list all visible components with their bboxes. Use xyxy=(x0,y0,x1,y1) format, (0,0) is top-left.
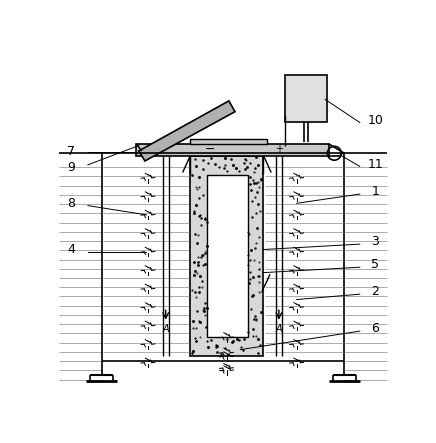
Polygon shape xyxy=(191,140,267,144)
Text: A: A xyxy=(162,324,169,334)
Polygon shape xyxy=(207,175,248,337)
Polygon shape xyxy=(285,75,327,122)
Text: 4: 4 xyxy=(67,243,75,256)
Text: 11: 11 xyxy=(367,158,383,171)
Text: −: − xyxy=(204,143,215,156)
Polygon shape xyxy=(139,101,235,161)
Text: 2: 2 xyxy=(371,285,379,298)
Polygon shape xyxy=(191,155,263,356)
Text: 9: 9 xyxy=(67,161,75,174)
Text: 8: 8 xyxy=(67,197,75,210)
Text: 10: 10 xyxy=(367,114,383,128)
Text: 1: 1 xyxy=(371,185,379,198)
Text: 6: 6 xyxy=(371,323,379,335)
Text: 3: 3 xyxy=(371,235,379,249)
Text: +: + xyxy=(275,144,283,155)
Text: A: A xyxy=(276,324,282,334)
Polygon shape xyxy=(136,144,329,155)
Text: 7: 7 xyxy=(67,145,75,158)
Text: 5: 5 xyxy=(371,258,379,272)
